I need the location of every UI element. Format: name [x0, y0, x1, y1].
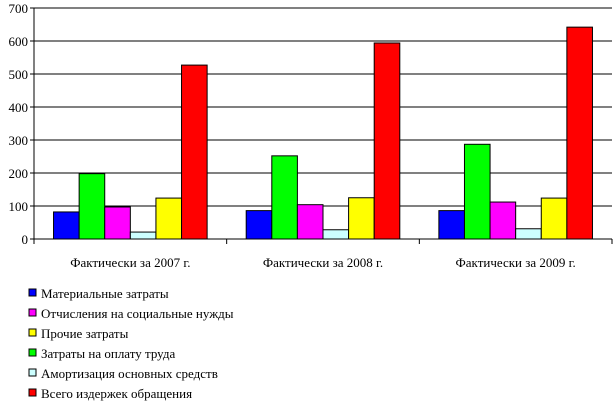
legend-swatch	[28, 388, 37, 397]
bar	[489, 201, 517, 240]
legend-label: Всего издержек обращения	[41, 386, 192, 401]
bar	[271, 155, 298, 240]
gridlines	[34, 7, 612, 207]
bar	[463, 143, 491, 240]
x-category-label: Фактически за 2008 г.	[263, 255, 383, 270]
y-tick-label: 400	[9, 100, 29, 115]
legend-swatch	[28, 368, 37, 377]
bar	[78, 173, 106, 240]
bar	[53, 211, 80, 240]
x-category-label: Фактически за 2007 г.	[70, 255, 190, 270]
y-tick-label: 600	[9, 34, 29, 49]
legend-swatch	[28, 308, 37, 317]
axes	[30, 7, 613, 244]
y-tick-label: 100	[9, 199, 29, 214]
bar	[181, 64, 208, 240]
y-tick-label: 0	[22, 232, 29, 247]
y-tick-label: 200	[9, 166, 29, 181]
legend-label: Отчисления на социальные нужды	[41, 306, 234, 321]
bar	[104, 206, 131, 240]
bar	[155, 197, 183, 240]
y-tick-label: 700	[9, 1, 29, 16]
bar	[348, 197, 375, 240]
bar	[566, 26, 593, 240]
bar	[540, 197, 568, 240]
bar	[438, 210, 465, 240]
legend-swatch	[28, 348, 37, 357]
y-tick-label: 500	[9, 67, 29, 82]
bar	[296, 204, 324, 240]
bars	[53, 26, 593, 240]
legend-label: Прочие затраты	[41, 326, 129, 341]
y-tick-label: 300	[9, 133, 29, 148]
bar	[245, 210, 273, 240]
legend-swatch	[28, 288, 37, 297]
bar	[322, 229, 350, 240]
bar	[515, 228, 542, 240]
x-category-labels: Фактически за 2007 г. Фактически за 2008 …	[70, 255, 576, 270]
legend-swatch	[28, 328, 37, 337]
legend-label: Материальные затраты	[41, 286, 169, 301]
legend-label: Амортизация основных средств	[41, 366, 218, 381]
bar	[373, 42, 401, 240]
legend: Материальные затраты Отчисления на социал…	[28, 286, 234, 401]
y-tick-labels: 0 100 200 300 400 500 600 700	[9, 1, 29, 247]
legend-label: Затраты на оплату труда	[41, 346, 175, 361]
x-category-label: Фактически за 2009 г.	[456, 255, 576, 270]
bar	[129, 231, 157, 240]
